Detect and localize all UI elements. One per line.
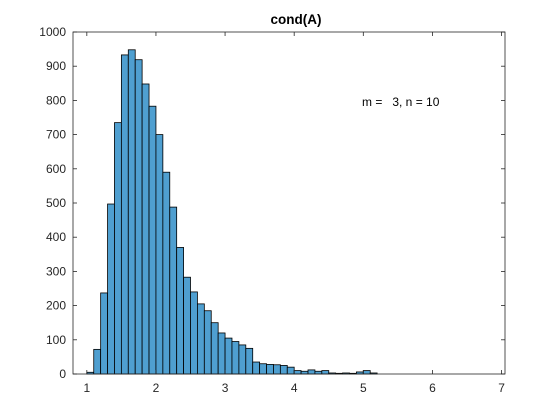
histogram-bar bbox=[321, 370, 330, 375]
histogram-bar bbox=[100, 292, 108, 375]
histogram-bar bbox=[190, 291, 198, 375]
x-tick-label: 4 bbox=[291, 381, 298, 395]
y-tick-label: 100 bbox=[46, 333, 66, 347]
histogram-bar bbox=[183, 276, 191, 375]
histogram-bar bbox=[273, 364, 281, 375]
y-tick-label: 400 bbox=[46, 230, 66, 244]
histogram-bar bbox=[203, 310, 212, 375]
x-tick-label: 7 bbox=[498, 381, 505, 395]
histogram-bar bbox=[217, 332, 226, 375]
histogram-bar bbox=[120, 54, 129, 375]
histogram-bar bbox=[293, 370, 302, 375]
y-tick-label: 800 bbox=[46, 93, 66, 107]
histogram-bar bbox=[286, 366, 295, 375]
histogram-bar bbox=[238, 344, 247, 375]
histogram-bar bbox=[224, 337, 233, 375]
y-tick-label: 300 bbox=[46, 264, 66, 278]
histogram-bar bbox=[162, 171, 171, 375]
histogram-bar bbox=[93, 348, 102, 375]
histogram-bar bbox=[210, 322, 219, 375]
histogram-bar bbox=[300, 370, 309, 375]
axes-group: 1 2 3 4 5 6 7 0 100 200 300 400 500 600 700 800 900 1000 bbox=[39, 25, 506, 395]
histogram-bar bbox=[148, 105, 157, 375]
y-tick-label: 600 bbox=[46, 162, 66, 176]
x-tick-label: 1 bbox=[83, 381, 90, 395]
histogram-bar bbox=[127, 49, 136, 375]
histogram-bar bbox=[245, 347, 254, 375]
histogram-bar bbox=[266, 364, 274, 375]
y-tick-label: 700 bbox=[46, 128, 66, 142]
histogram-bar bbox=[114, 122, 122, 375]
x-tick-label: 6 bbox=[429, 381, 436, 395]
x-tick-label: 5 bbox=[360, 381, 367, 395]
x-tick-label: 3 bbox=[222, 381, 229, 395]
histogram-bar bbox=[252, 361, 261, 375]
x-tick-label: 2 bbox=[153, 381, 160, 395]
histogram-bar bbox=[197, 303, 205, 375]
y-tick-label: 200 bbox=[46, 299, 66, 313]
histogram-bar bbox=[314, 370, 323, 375]
chart-title: cond(A) bbox=[271, 12, 322, 27]
histogram-bar bbox=[169, 206, 178, 375]
y-tick-label: 0 bbox=[59, 367, 66, 381]
histogram-bar bbox=[231, 341, 240, 375]
y-tick-label: 1000 bbox=[39, 25, 66, 39]
histogram-bar bbox=[176, 247, 184, 375]
histogram-bar bbox=[307, 369, 316, 375]
y-tick-label: 900 bbox=[46, 59, 66, 73]
histogram-bar bbox=[134, 59, 143, 375]
histogram-bar bbox=[107, 203, 115, 375]
histogram-bar bbox=[279, 365, 288, 375]
histogram-bar bbox=[141, 83, 150, 375]
histogram-bar bbox=[259, 363, 267, 375]
y-tick-label: 500 bbox=[46, 196, 66, 210]
parameters-annotation: m = 3, n = 10 bbox=[362, 95, 440, 109]
histogram-bar bbox=[155, 134, 164, 375]
histogram-bar bbox=[362, 370, 371, 375]
